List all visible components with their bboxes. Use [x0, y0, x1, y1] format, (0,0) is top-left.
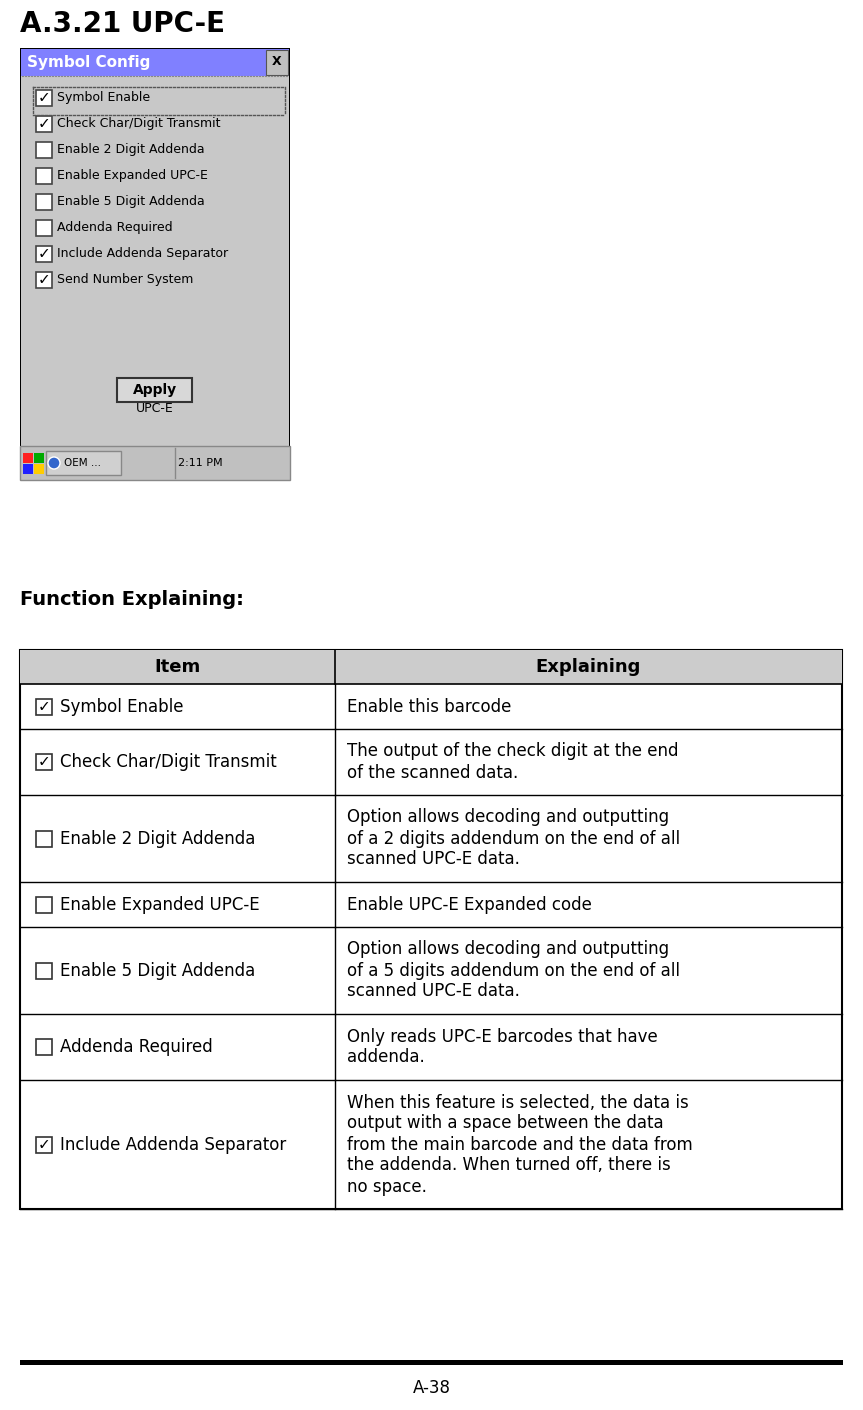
Text: Enable 5 Digit Addenda: Enable 5 Digit Addenda [57, 196, 205, 209]
Text: A.3.21 UPC-E: A.3.21 UPC-E [20, 10, 225, 38]
Text: output with a space between the data: output with a space between the data [347, 1114, 664, 1132]
Bar [20, 650, 842, 684]
Text: scanned UPC-E data.: scanned UPC-E data. [347, 983, 520, 1001]
Text: X: X [272, 55, 282, 68]
Text: UPC-E: UPC-E [136, 402, 173, 415]
Bar [23, 453, 33, 462]
Text: Function Explaining:: Function Explaining: [20, 589, 244, 609]
Text: Option allows decoding and outputting: Option allows decoding and outputting [347, 940, 669, 959]
Bar [117, 378, 192, 402]
Text: Enable this barcode: Enable this barcode [347, 698, 512, 715]
Text: Item: Item [154, 658, 200, 675]
Text: Explaining: Explaining [536, 658, 641, 675]
Text: Enable UPC-E Expanded code: Enable UPC-E Expanded code [347, 895, 592, 914]
Bar [34, 464, 44, 474]
Bar [36, 698, 52, 715]
Text: Enable Expanded UPC-E: Enable Expanded UPC-E [60, 895, 260, 914]
Text: Enable 5 Digit Addenda: Enable 5 Digit Addenda [60, 962, 255, 980]
Text: Option allows decoding and outputting: Option allows decoding and outputting [347, 808, 669, 826]
Bar [36, 168, 52, 183]
Bar [20, 1361, 843, 1365]
Text: Addenda Required: Addenda Required [60, 1038, 213, 1056]
Text: ✓: ✓ [38, 1136, 50, 1152]
Text: The output of the check digit at the end: The output of the check digit at the end [347, 743, 678, 760]
Text: A-38: A-38 [413, 1379, 450, 1397]
Text: ✓: ✓ [38, 117, 50, 131]
Bar [36, 245, 52, 262]
Text: Enable 2 Digit Addenda: Enable 2 Digit Addenda [60, 829, 255, 847]
Bar [266, 49, 288, 75]
Text: ✓: ✓ [38, 90, 50, 106]
Text: ✓: ✓ [38, 272, 50, 288]
Text: Symbol Config: Symbol Config [27, 55, 150, 69]
Bar [20, 650, 842, 1208]
Text: the addenda. When turned off, there is: the addenda. When turned off, there is [347, 1156, 671, 1175]
Bar [36, 220, 52, 235]
Bar [36, 116, 52, 133]
Text: Enable 2 Digit Addenda: Enable 2 Digit Addenda [57, 144, 205, 157]
Bar [46, 451, 121, 475]
Text: from the main barcode and the data from: from the main barcode and the data from [347, 1135, 693, 1153]
Text: Include Addenda Separator: Include Addenda Separator [57, 248, 228, 261]
Text: Addenda Required: Addenda Required [57, 221, 173, 234]
Text: 2:11 PM: 2:11 PM [178, 458, 223, 468]
Text: of a 5 digits addendum on the end of all: of a 5 digits addendum on the end of all [347, 962, 680, 980]
Bar [36, 142, 52, 158]
Text: Enable Expanded UPC-E: Enable Expanded UPC-E [57, 169, 208, 182]
Text: Symbol Enable: Symbol Enable [57, 92, 150, 104]
Text: ✓: ✓ [38, 699, 50, 713]
Text: of the scanned data.: of the scanned data. [347, 763, 519, 781]
Text: Apply: Apply [132, 384, 177, 398]
Text: Symbol Enable: Symbol Enable [60, 698, 184, 715]
Bar [36, 272, 52, 288]
Text: Only reads UPC-E barcodes that have: Only reads UPC-E barcodes that have [347, 1028, 658, 1045]
Text: Check Char/Digit Transmit: Check Char/Digit Transmit [57, 117, 221, 131]
Bar [36, 830, 52, 846]
Bar [21, 49, 289, 76]
Text: Include Addenda Separator: Include Addenda Separator [60, 1135, 287, 1153]
Bar [36, 1039, 52, 1055]
Text: addenda.: addenda. [347, 1049, 425, 1066]
Text: Send Number System: Send Number System [57, 274, 193, 286]
Bar [21, 76, 289, 446]
Bar [36, 90, 52, 106]
Bar [20, 446, 290, 479]
Bar [20, 48, 290, 446]
Text: ✓: ✓ [38, 247, 50, 261]
Bar [36, 195, 52, 210]
Text: Check Char/Digit Transmit: Check Char/Digit Transmit [60, 753, 277, 771]
Bar [34, 453, 44, 462]
Circle shape [48, 457, 60, 470]
Text: OEM ...: OEM ... [64, 458, 101, 468]
Text: scanned UPC-E data.: scanned UPC-E data. [347, 850, 520, 869]
Text: of a 2 digits addendum on the end of all: of a 2 digits addendum on the end of all [347, 829, 680, 847]
Bar [36, 897, 52, 912]
Bar [36, 963, 52, 979]
Bar [36, 754, 52, 770]
Bar [36, 1136, 52, 1152]
Bar [23, 464, 33, 474]
Text: no space.: no space. [347, 1177, 427, 1196]
Text: When this feature is selected, the data is: When this feature is selected, the data … [347, 1094, 689, 1111]
Text: ✓: ✓ [38, 754, 50, 770]
